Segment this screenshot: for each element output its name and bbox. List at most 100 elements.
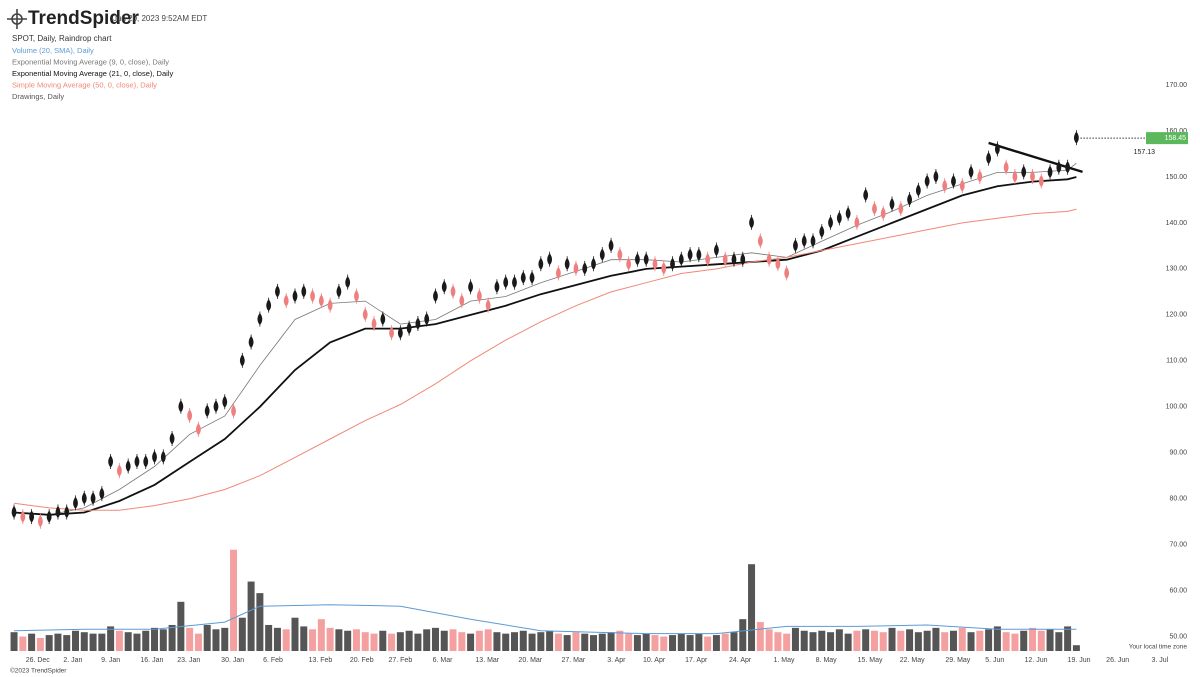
volume-bar [89,633,97,651]
y-tick-label: 160.00 [1166,128,1188,135]
volume-bar [115,630,123,651]
raindrop [327,297,333,313]
volume-bar [282,629,290,651]
indicator-line [13,604,1077,635]
volume-bar [133,633,141,651]
raindrop [134,453,140,469]
x-tick-label: 3. Jul [1151,657,1168,664]
y-tick-label: 60.00 [1169,587,1187,594]
raindrop [266,297,272,313]
volume-bar [546,630,554,651]
x-tick-label: 9. Jan [101,657,120,664]
volume-bar [414,633,422,651]
raindrop [872,201,877,217]
raindrop [933,168,939,184]
raindrop [143,453,149,469]
volume-bar [221,627,229,651]
x-tick-label: 6. Feb [263,657,283,664]
raindrop [801,233,807,249]
raindrop [845,205,851,221]
legend-entry: Volume (20, SMA), Daily [12,46,94,55]
x-tick-label: 8. May [816,657,838,664]
volume-bar [897,630,905,651]
x-tick-label: 22. May [900,657,925,664]
volume-bar [379,630,387,651]
raindrop [784,265,790,281]
volume-bar [563,635,571,651]
volume-bar [186,627,194,651]
x-tick-label: 10. Apr [643,657,666,664]
raindrop [1021,164,1027,180]
raindrop [354,288,359,304]
raindrop [310,288,315,304]
raindrop [608,237,614,253]
raindrop [257,311,263,327]
raindrop [626,256,632,272]
volume-bar [853,630,861,651]
raindrop [503,274,509,290]
x-tick-label: 26. Jun [1106,657,1129,664]
raindrop [573,260,579,276]
y-tick-label: 130.00 [1166,266,1188,273]
logo-icon [7,9,27,29]
raindrop [450,283,456,299]
raindrop [793,237,798,253]
volume-bar [326,627,334,651]
y-tick-label: 120.00 [1166,312,1188,319]
raindrop [889,196,895,212]
volume-bar [467,633,475,651]
y-tick-label: 50.00 [1169,633,1187,640]
volume-bar [554,633,562,651]
raindrop [977,168,983,184]
y-tick-label: 110.00 [1166,358,1187,365]
volume-bar [273,627,281,651]
x-tick-label: 29. May [945,657,970,664]
volume-bar [932,627,940,651]
raindrop [318,293,324,309]
volume-bar [519,630,527,651]
volume-bar [686,635,694,651]
raindrop [757,233,763,249]
volume-bar [317,619,325,651]
raindrop [433,288,438,304]
volume-bar [756,622,764,651]
x-tick-label: 20. Mar [518,657,542,664]
volume-bar [581,633,589,651]
volume-bar [800,630,808,651]
raindrop [714,242,719,258]
x-tick-label: 2. Jan [63,657,82,664]
volume-bar [230,549,238,651]
x-tick-label: 24. Apr [729,657,752,664]
y-tick-label: 140.00 [1166,220,1188,227]
raindrop [222,394,228,410]
raindrop [362,306,368,322]
raindrop [213,398,219,414]
volume-bar [502,633,510,651]
volume-bar [748,564,756,651]
volume-bar [835,629,843,651]
volume-bar [493,632,501,651]
raindrop [1003,159,1009,175]
volume-bar [124,632,132,651]
volume-bar [256,593,264,651]
volume-bar [677,633,685,651]
volume-bar [941,632,949,651]
volume-bar [572,632,580,651]
raindrop [836,210,842,226]
raindrop [994,141,1000,157]
volume-bar [300,626,308,651]
volume-bar [352,629,360,651]
volume-bar [168,624,176,651]
raindrop [924,173,930,189]
x-tick-label: 5. Jun [985,657,1004,664]
volume-bar [107,626,115,651]
volume-bar [54,633,62,651]
volume-bar [344,630,352,651]
legend-entry: Exponential Moving Average (9, 0, close)… [12,57,169,66]
raindrop [476,288,482,304]
volume-bar [1055,632,1063,651]
volume-bar [923,630,931,651]
volume-bar [879,632,887,651]
raindrop [55,504,61,520]
